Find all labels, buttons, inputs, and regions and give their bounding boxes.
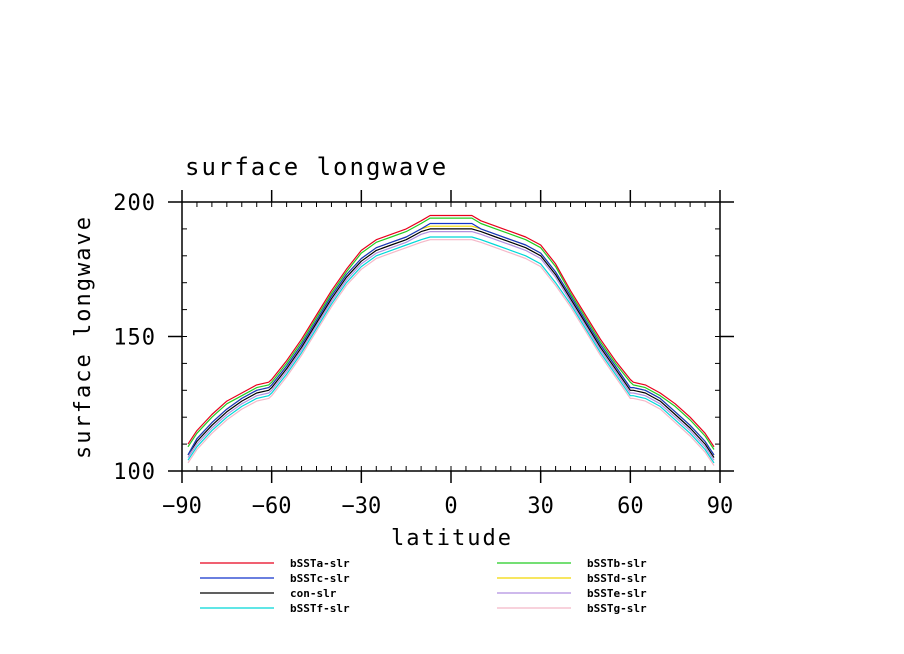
y-tick-label: 150 xyxy=(113,326,156,351)
legend-label: con-slr xyxy=(290,587,337,600)
x-tick-label: −60 xyxy=(252,494,292,519)
y-axis-label: surface longwave xyxy=(71,215,96,459)
x-tick-label: 60 xyxy=(617,494,644,519)
legend-label: bSSTg-slr xyxy=(587,602,647,615)
legend: bSSTa-slr bSSTb-slr bSSTc-slr bSSTd-slr con-… xyxy=(200,557,647,615)
minor-ticks xyxy=(182,202,720,471)
legend-label: bSSTb-slr xyxy=(587,557,647,570)
x-tick-label: −90 xyxy=(162,494,202,519)
major-ticks xyxy=(168,190,734,483)
y-tick-label: 200 xyxy=(113,191,156,216)
series-line-bSSTa-slr xyxy=(187,214,715,448)
x-tick-label: 90 xyxy=(707,494,734,519)
chart-title: surface longwave xyxy=(185,153,448,181)
x-tick-label: 30 xyxy=(527,494,554,519)
series-line-bSSTc-slr xyxy=(187,222,715,456)
x-tick-label: −30 xyxy=(341,494,381,519)
x-tick-label: 0 xyxy=(444,494,457,519)
series-line-con-slr xyxy=(187,228,715,458)
x-tick-labels: −90 −60 −30 0 30 60 90 xyxy=(162,494,733,519)
y-tick-labels: 100 150 200 xyxy=(113,191,156,485)
series-line-bSSTb-slr xyxy=(187,217,715,450)
series-line-bSSTe-slr xyxy=(187,231,715,461)
series-line-bSSTd-slr xyxy=(187,225,715,456)
y-tick-label: 100 xyxy=(113,460,156,485)
legend-label: bSSTc-slr xyxy=(290,572,350,585)
legend-label: bSSTe-slr xyxy=(587,587,647,600)
plot-frame xyxy=(181,201,721,472)
series-line-bSSTg-slr xyxy=(187,239,715,466)
legend-label: bSSTa-slr xyxy=(290,557,350,570)
legend-label: bSSTd-slr xyxy=(587,572,647,585)
series-line-bSSTf-slr xyxy=(187,236,715,464)
x-axis-label: latitude xyxy=(391,526,513,551)
series-lines xyxy=(187,214,715,466)
legend-label: bSSTf-slr xyxy=(290,602,350,615)
